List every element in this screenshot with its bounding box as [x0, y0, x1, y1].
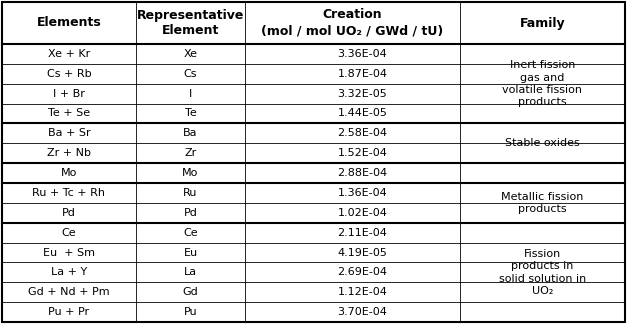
Text: 1.87E-04: 1.87E-04 [337, 69, 387, 79]
Text: Pd: Pd [62, 208, 76, 218]
Text: Pu + Pr: Pu + Pr [48, 307, 90, 317]
Text: Gd: Gd [182, 287, 198, 297]
Text: 1.02E-04: 1.02E-04 [337, 208, 387, 218]
Text: Metallic fission
products: Metallic fission products [501, 192, 584, 214]
Text: Pd: Pd [184, 208, 198, 218]
Text: Cs + Rb: Cs + Rb [46, 69, 92, 79]
Text: Ba: Ba [183, 128, 198, 138]
Text: 1.36E-04: 1.36E-04 [337, 188, 387, 198]
Text: 2.11E-04: 2.11E-04 [337, 228, 387, 237]
Text: I + Br: I + Br [53, 89, 85, 98]
Text: 3.70E-04: 3.70E-04 [337, 307, 387, 317]
Text: 1.12E-04: 1.12E-04 [337, 287, 387, 297]
Text: Mo: Mo [182, 168, 199, 178]
Text: Ru + Tc + Rh: Ru + Tc + Rh [33, 188, 105, 198]
Text: Elements: Elements [36, 17, 102, 29]
Text: La: La [184, 267, 197, 277]
Text: Ce: Ce [61, 228, 76, 237]
Text: Te: Te [184, 109, 196, 119]
Text: Family: Family [520, 17, 566, 29]
Text: Ru: Ru [183, 188, 198, 198]
Text: 2.69E-04: 2.69E-04 [337, 267, 387, 277]
Text: 1.44E-05: 1.44E-05 [337, 109, 387, 119]
Text: Creation
(mol / mol UO₂ / GWd / tU): Creation (mol / mol UO₂ / GWd / tU) [261, 8, 443, 38]
Text: Pu: Pu [184, 307, 198, 317]
Text: 3.32E-05: 3.32E-05 [337, 89, 387, 98]
Text: La + Y: La + Y [51, 267, 87, 277]
Text: Stable oxides: Stable oxides [505, 138, 580, 148]
Text: Zr: Zr [184, 148, 197, 158]
Text: 2.58E-04: 2.58E-04 [337, 128, 387, 138]
Text: Ba + Sr: Ba + Sr [48, 128, 90, 138]
Text: 3.36E-04: 3.36E-04 [337, 49, 387, 59]
Text: Fission
products in
solid solution in
UO₂: Fission products in solid solution in UO… [499, 249, 586, 296]
Text: Eu: Eu [183, 248, 198, 258]
Text: Representative
Element: Representative Element [137, 8, 244, 38]
Text: Inert fission
gas and
volatile fission
products: Inert fission gas and volatile fission p… [502, 60, 582, 107]
Text: Te + Se: Te + Se [48, 109, 90, 119]
Text: Xe: Xe [184, 49, 198, 59]
Text: Ce: Ce [183, 228, 198, 237]
Text: 1.52E-04: 1.52E-04 [337, 148, 387, 158]
Text: Xe + Kr: Xe + Kr [48, 49, 90, 59]
Text: Zr + Nb: Zr + Nb [47, 148, 91, 158]
Text: I: I [189, 89, 192, 98]
Text: 2.88E-04: 2.88E-04 [337, 168, 387, 178]
Text: Gd + Nd + Pm: Gd + Nd + Pm [28, 287, 110, 297]
Text: Cs: Cs [184, 69, 198, 79]
Text: 4.19E-05: 4.19E-05 [337, 248, 387, 258]
Text: Eu  + Sm: Eu + Sm [43, 248, 95, 258]
Text: Mo: Mo [61, 168, 77, 178]
